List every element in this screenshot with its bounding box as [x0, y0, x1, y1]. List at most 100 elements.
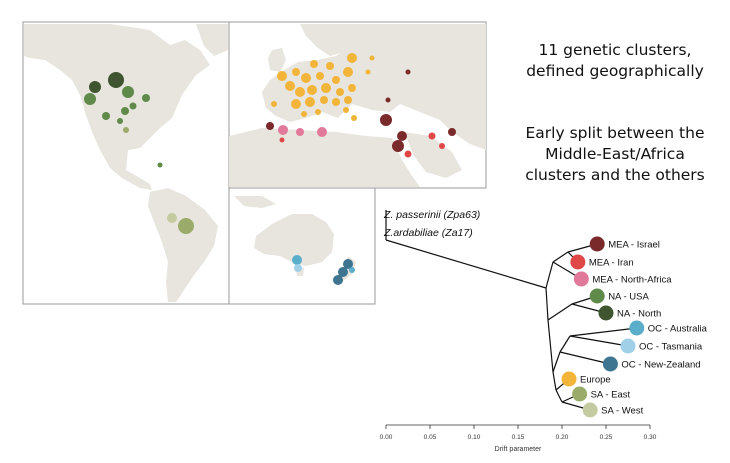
headline-line: 11 genetic clusters,	[538, 41, 692, 59]
axis-tick-label: 0.10	[468, 434, 481, 441]
axis-tick-label: 0.00	[380, 434, 393, 441]
cluster-marker	[629, 320, 645, 336]
headline-line: defined geographically	[526, 62, 704, 80]
pie-mea-north-africa	[278, 125, 288, 135]
subhead-line: Middle-East/Africa	[545, 145, 685, 163]
pie-mea-north-africa	[296, 128, 304, 136]
pie-europe	[277, 71, 287, 81]
pie-na-usa	[122, 86, 134, 98]
map-europe	[228, 21, 487, 189]
pie-europe	[301, 111, 307, 117]
cluster-marker	[570, 254, 586, 270]
pie-europe	[292, 68, 300, 76]
tree-branch	[552, 351, 561, 373]
pie-europe	[316, 72, 324, 80]
tree-branch	[559, 351, 611, 365]
pie-europe	[343, 107, 349, 113]
pie-na-north	[89, 81, 101, 93]
pie-europe	[291, 99, 301, 109]
cluster-label: MEA - Israel	[608, 240, 660, 251]
pies-europe	[266, 53, 456, 158]
pie-europe	[326, 62, 334, 70]
tree-cluster-labels: MEA - Israel MEA - Iran MEA - North-Africa…	[580, 240, 708, 417]
cluster-label: OC - New-Zealand	[621, 360, 700, 371]
outgroup-label: Z. passerinii (Zpa63)	[383, 209, 480, 221]
pie-sa-east	[123, 127, 129, 133]
cluster-label: OC - Australia	[648, 324, 708, 335]
cluster-label: SA - East	[591, 390, 631, 401]
cluster-label: NA - USA	[608, 292, 649, 303]
land-north-america	[24, 24, 210, 190]
pie-mea-israel	[397, 131, 407, 141]
land-australia	[254, 214, 334, 266]
tree-branch	[552, 251, 569, 263]
pies-oceania	[292, 255, 355, 285]
pie-mea-israel	[448, 128, 456, 136]
pie-oc-tasmania	[294, 264, 302, 272]
subhead-line: Early split between the	[525, 124, 705, 142]
pie-na-usa	[142, 94, 150, 102]
pie-na-usa	[157, 162, 163, 168]
pie-mea-iran	[404, 150, 412, 158]
axis-tick-label: 0.20	[556, 434, 569, 441]
pie-europe	[321, 83, 331, 93]
cluster-label: MEA - North-Africa	[592, 275, 672, 286]
pie-europe	[305, 97, 315, 107]
cluster-label: NA - North	[617, 309, 661, 320]
pie-europe	[320, 96, 328, 104]
land-greenland	[196, 24, 228, 56]
cluster-marker	[602, 356, 618, 372]
axis-tick-label: 0.05	[424, 434, 437, 441]
cluster-label: OC - Tasmania	[639, 342, 703, 353]
pie-europe	[344, 96, 352, 104]
subhead-caption: Early split between the Middle-East/Afri…	[505, 123, 725, 186]
pie-sa-east	[178, 218, 194, 234]
pie-europe	[369, 55, 375, 61]
pie-na-north	[108, 72, 124, 88]
pie-na-usa	[117, 118, 123, 124]
pie-sa-west	[167, 213, 177, 223]
cluster-label: MEA - Iran	[589, 258, 634, 269]
axis-tick-label: 0.30	[644, 434, 657, 441]
headline-caption: 11 genetic clusters, defined geographica…	[505, 40, 725, 82]
pie-mea-israel	[380, 114, 392, 126]
axis-tick-label: 0.25	[600, 434, 613, 441]
tree-cluster-markers	[561, 236, 645, 418]
map-americas	[22, 21, 230, 305]
drift-axis: 0.00 0.05 0.10 0.15 0.20 0.25 0.30	[380, 424, 657, 441]
pie-europe	[348, 84, 356, 92]
pie-europe	[365, 69, 371, 75]
pie-europe	[343, 67, 353, 77]
pie-oc-new-zealand	[343, 259, 353, 269]
tree-branch	[545, 287, 549, 321]
pie-mea-iran	[279, 137, 285, 143]
cluster-label: Europe	[580, 375, 611, 386]
pies-americas	[84, 72, 194, 234]
pie-na-usa	[102, 112, 110, 120]
pie-europe	[310, 60, 318, 68]
land-africa	[229, 128, 420, 187]
tree-branch	[569, 335, 629, 347]
pie-na-usa	[84, 93, 96, 105]
tree-branch	[555, 389, 563, 403]
cluster-marker	[561, 371, 577, 387]
pie-mea-israel	[385, 97, 391, 103]
tree-branch	[559, 335, 571, 353]
tree-branch	[552, 371, 557, 391]
axis-tick-label: 0.15	[512, 434, 525, 441]
outgroup-label: Z.ardabiliae (Za17)	[383, 227, 473, 239]
map-oceania	[228, 187, 376, 305]
pie-mea-north-africa	[317, 127, 327, 137]
pie-europe	[315, 109, 321, 115]
land-britain	[268, 48, 286, 72]
pie-oc-australia	[292, 255, 302, 265]
cluster-marker	[589, 236, 605, 252]
pie-europe	[336, 88, 344, 96]
tree-branch	[545, 261, 554, 289]
cluster-marker	[589, 288, 605, 304]
pie-na-usa	[121, 107, 129, 115]
tree-branch	[547, 303, 573, 321]
axis-label: Drift parameter	[495, 446, 542, 453]
pie-oc-new-zealand	[333, 275, 343, 285]
